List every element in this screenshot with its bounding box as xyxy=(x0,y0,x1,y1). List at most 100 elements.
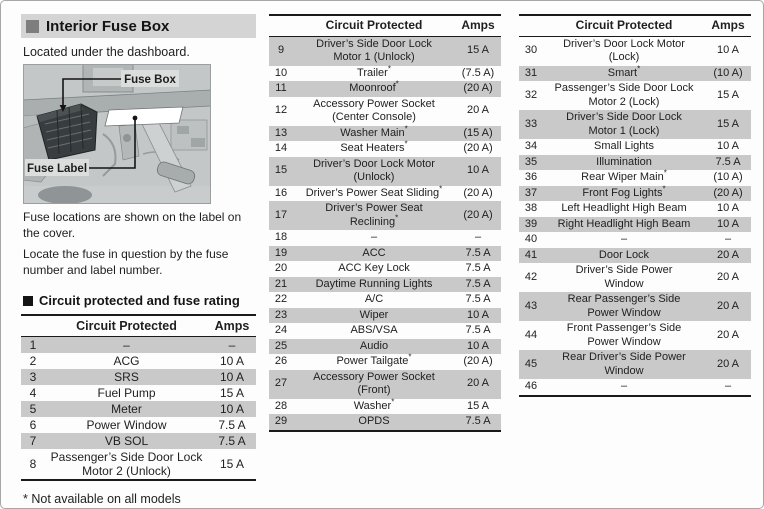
footnote-asterisk: * xyxy=(391,396,395,406)
amp-rating: 10 A xyxy=(219,370,245,385)
circuit-name: Illumination xyxy=(596,155,652,168)
fuse-row: 32 Passenger’s Side Door Lock Motor 2 (Lo… xyxy=(519,81,751,110)
fuse-row: 39 Right Headlight High Beam 10 A xyxy=(519,216,751,232)
fuse-row: 13 Washer Main* (15 A) xyxy=(269,123,501,141)
amp-rating: (20 A) xyxy=(463,186,493,199)
circuit-name: Smart* xyxy=(607,63,641,79)
fuse-row: 46 – – xyxy=(519,379,751,396)
fuse-row: 2 ACG 10 A xyxy=(21,353,256,369)
amp-rating: 7.5 A xyxy=(715,155,741,168)
column-header-amps: Amps xyxy=(705,14,751,37)
column-header-circuit: Circuit Protected xyxy=(45,314,208,338)
circuit-name: ABS/VSA xyxy=(350,324,398,336)
footnote-asterisk: * xyxy=(404,139,408,149)
footnote-asterisk: * xyxy=(387,63,391,73)
circuit-name: Trailer* xyxy=(357,63,391,79)
section-header: Interior Fuse Box xyxy=(21,14,256,38)
amp-rating: 10 A xyxy=(716,140,740,152)
fuse-number: 6 xyxy=(29,418,37,433)
amp-rating: (20 A) xyxy=(463,355,493,367)
amp-rating: 7.5 A xyxy=(465,324,491,336)
fuse-number: 21 xyxy=(274,277,288,290)
amp-rating: – xyxy=(228,338,236,353)
circuit-name: – xyxy=(123,338,130,353)
footnote-asterisk: * xyxy=(637,63,641,73)
amp-rating: (20 A) xyxy=(463,142,493,154)
fuse-number: 20 xyxy=(274,262,288,274)
circuit-name: Passenger’s Side Door Lock Motor 2 (Unlo… xyxy=(50,450,203,479)
amp-rating: 15 A xyxy=(219,386,245,401)
amp-rating: 10 A xyxy=(466,308,490,321)
footnote-asterisk: * xyxy=(408,352,412,362)
section-title: Interior Fuse Box xyxy=(46,17,170,35)
circuit-name: Daytime Running Lights xyxy=(315,277,433,290)
circuit-name: ACG xyxy=(113,354,140,369)
fuse-number: 24 xyxy=(274,324,288,336)
footnote-asterisk: * xyxy=(662,183,666,193)
circuit-name: Driver’s Door Lock Motor (Lock) xyxy=(563,37,685,64)
amp-rating: 7.5 A xyxy=(465,293,491,305)
caption-locate-fuse: Locate the fuse in question by the fuse … xyxy=(23,247,229,277)
fuse-row: 7 VB SOL 7.5 A xyxy=(21,433,256,450)
fuse-row: 37 Front Fog Lights* (20 A) xyxy=(519,183,751,201)
circuit-name: ACC Key Lock xyxy=(338,262,410,274)
fuse-row: 20 ACC Key Lock 7.5 A xyxy=(269,261,501,277)
circuit-name: Driver’s Side Door Lock Motor 1 (Unlock) xyxy=(316,37,432,64)
fuse-number: 9 xyxy=(277,44,285,57)
fuse-row: 34 Small Lights 10 A xyxy=(519,139,751,155)
amp-rating: 20 A xyxy=(716,270,740,283)
circuit-name: Passenger’s Side Door Lock Motor 2 (Lock… xyxy=(554,82,694,108)
fuse-row: 12 Accessory Power Socket (Center Console… xyxy=(269,97,501,126)
amp-rating: 20 A xyxy=(716,248,740,261)
footnote-asterisk: * xyxy=(439,183,443,193)
fuse-number: 4 xyxy=(29,386,37,401)
column-header-number xyxy=(269,14,293,37)
fuse-row: 40 – – xyxy=(519,232,751,248)
section-bullet-icon xyxy=(26,19,39,33)
circuit-name: Power Window xyxy=(86,418,167,433)
fuse-row: 3 SRS 10 A xyxy=(21,369,256,386)
fuse-number: 37 xyxy=(524,186,538,199)
circuit-name: Accessory Power Socket (Front) xyxy=(313,370,435,397)
left-column: Interior Fuse Box Located under the dash… xyxy=(21,14,256,506)
figure-callout-fuse-label: Fuse Label xyxy=(27,163,87,175)
amp-rating: 20 A xyxy=(716,299,740,312)
fuse-number: 25 xyxy=(274,339,288,352)
circuit-name: Front Passenger’s Side Power Window xyxy=(566,322,682,348)
fuse-number: 7 xyxy=(29,434,37,449)
subsection-header: Circuit protected and fuse rating xyxy=(23,293,256,308)
intro-text: Located under the dashboard. xyxy=(23,45,190,59)
circuit-name: VB SOL xyxy=(104,434,149,449)
amp-rating: 10 A xyxy=(219,402,245,417)
fuse-row: 14 Seat Heaters* (20 A) xyxy=(269,139,501,157)
circuit-name: A/C xyxy=(364,293,384,305)
amp-rating: 20 A xyxy=(716,328,740,341)
fuse-number: 35 xyxy=(524,155,538,168)
amp-rating: (15 A) xyxy=(463,126,493,139)
fuse-number: 32 xyxy=(524,88,538,101)
amp-rating: 10 A xyxy=(219,354,245,369)
fuse-number: 31 xyxy=(524,66,538,79)
amp-rating: – xyxy=(724,233,732,245)
circuit-name: Washer Main* xyxy=(340,123,408,139)
column-header-circuit: Circuit Protected xyxy=(543,14,705,37)
fuse-row: 30 Driver’s Door Lock Motor (Lock) 10 A xyxy=(519,36,751,66)
circuit-name: Door Lock xyxy=(598,248,650,261)
column-header-number xyxy=(519,14,543,37)
fuse-number: 10 xyxy=(274,66,288,79)
fuse-number: 45 xyxy=(524,357,538,370)
fuse-row: 36 Rear Wiper Main* (10 A) xyxy=(519,169,751,186)
amp-rating: (10 A) xyxy=(713,171,743,183)
circuit-name: SRS xyxy=(114,370,139,385)
fuse-number: 42 xyxy=(524,270,538,283)
fuse-number: 15 xyxy=(274,164,288,177)
fuse-row: 29 OPDS 7.5 A xyxy=(269,414,501,431)
fuse-row: 28 Washer* 15 A xyxy=(269,396,501,415)
figure-callout-fuse-box: Fuse Box xyxy=(124,74,176,86)
amp-rating: 10 A xyxy=(716,217,740,230)
fuse-row: 26 Power Tailgate* (20 A) xyxy=(269,352,501,370)
circuit-name: Left Headlight High Beam xyxy=(561,202,687,214)
amp-rating: 7.5 A xyxy=(465,262,491,274)
fuse-row: 18 – – xyxy=(269,230,501,246)
amp-rating: 15 A xyxy=(466,44,490,57)
